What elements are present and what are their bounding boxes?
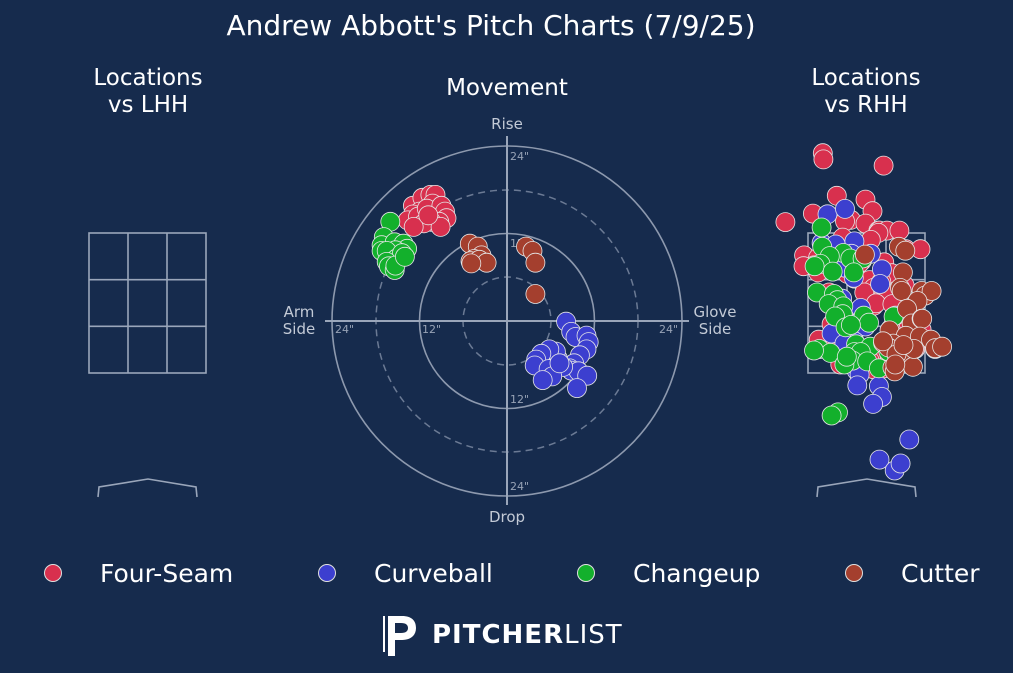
movement-point-four-seam-16 <box>403 216 424 237</box>
legend-swatch-four-seam <box>44 564 62 582</box>
movement-point-cutter-10 <box>525 252 546 273</box>
rhh-point-changeup-19 <box>859 312 879 333</box>
lhh-home-plate <box>97 478 198 498</box>
chart-title: Andrew Abbott's Pitch Charts (7/9/25) <box>226 9 756 42</box>
rhh-point-changeup-21 <box>841 315 861 335</box>
panel-title-lhh-line2: vs LHH <box>107 92 189 118</box>
movement-label-glove-side: Side <box>699 320 731 338</box>
rhh-point-cutter-27 <box>873 331 893 352</box>
panel-title-rhh: Locations vs RHH <box>766 65 966 119</box>
ring-label-left-12: 12" <box>422 323 441 336</box>
rhh-location-points <box>775 143 952 481</box>
movement-label-drop: Drop <box>489 508 525 526</box>
movement-polar-grid <box>325 136 689 505</box>
rhh-point-cutter-32 <box>893 335 914 356</box>
legend-swatch-curveball <box>318 564 336 582</box>
rhh-point-curveball-28 <box>863 393 883 414</box>
panel-title-movement: Movement <box>446 75 568 101</box>
legend-item-four-seam: Four-Seam <box>44 555 233 591</box>
movement-point-four-seam-17 <box>430 216 451 237</box>
panel-title-lhh-line1: Locations <box>93 65 203 91</box>
brand-wordmark: PITCHERLIST <box>432 620 623 650</box>
legend-label-changeup: Changeup <box>633 558 761 588</box>
legend-item-cutter: Cutter <box>845 555 980 591</box>
movement-point-cutter-7 <box>461 253 482 274</box>
rhh-point-curveball-29 <box>899 429 920 450</box>
rhh-point-changeup-7 <box>804 256 825 277</box>
ring-label-right-24: 24" <box>659 323 678 336</box>
rhh-point-curveball-1 <box>835 198 855 219</box>
movement-point-cutter-11 <box>525 284 546 304</box>
panel-title-rhh-line1: Locations <box>811 65 921 91</box>
panel-title-rhh-line2: vs RHH <box>824 92 908 118</box>
ring-label-left-24: 24" <box>335 323 354 336</box>
rhh-point-four-seam-1 <box>813 149 834 170</box>
movement-label-arm-side: Side <box>283 320 315 338</box>
rhh-point-changeup-8 <box>822 261 843 282</box>
rhh-point-changeup-0 <box>811 217 832 238</box>
rhh-home-plate <box>816 478 917 498</box>
legend-swatch-cutter <box>845 564 863 582</box>
rhh-point-changeup-9 <box>843 262 864 283</box>
rhh-point-cutter-13 <box>912 308 933 329</box>
movement-point-four-seam-18 <box>418 205 439 226</box>
rhh-point-cutter-0 <box>855 244 875 265</box>
movement-label-glove: Glove <box>693 303 736 321</box>
rhh-point-cutter-31 <box>932 336 952 357</box>
pitcherlist-logo-icon <box>383 616 416 656</box>
rhh-point-cutter-30 <box>885 354 906 375</box>
movement-point-changeup-15 <box>394 246 415 267</box>
rhh-point-four-seam-2 <box>873 155 894 176</box>
rhh-point-changeup-29 <box>804 340 824 361</box>
rhh-point-cutter-3 <box>895 240 916 261</box>
legend-label-cutter: Cutter <box>901 558 980 588</box>
legend-label-curveball: Curveball <box>374 558 493 588</box>
lhh-strike-zone <box>88 232 207 374</box>
legend-label-four-seam: Four-Seam <box>100 558 234 588</box>
rhh-point-curveball-25 <box>847 375 868 396</box>
movement-point-curveball-24 <box>549 353 570 374</box>
legend-swatch-changeup <box>577 564 595 582</box>
movement-point-curveball-23 <box>532 370 553 391</box>
rhh-point-curveball-30 <box>869 449 890 470</box>
ring-label-bottom-12: 12" <box>510 393 529 406</box>
ring-label-top-24: 24" <box>510 150 529 163</box>
rhh-point-curveball-10 <box>870 274 890 294</box>
movement-label-rise: Rise <box>491 115 523 133</box>
ring-label-bottom-24: 24" <box>510 480 529 493</box>
rhh-point-cutter-22 <box>903 356 923 377</box>
movement-label-arm: Arm <box>284 303 315 321</box>
rhh-point-changeup-36 <box>821 405 842 426</box>
legend: Four-Seam Curveball Changeup Cutter <box>0 555 1013 591</box>
brand-logo: PITCHERLIST <box>380 612 623 658</box>
legend-item-curveball: Curveball <box>318 555 493 591</box>
rhh-point-cutter-8 <box>921 281 942 301</box>
rhh-point-curveball-32 <box>890 453 911 474</box>
charts-canvas: Rise Drop Arm Side Glove Side 24" 12" 12… <box>88 115 952 526</box>
rhh-point-four-seam-10 <box>775 212 796 233</box>
rhh-point-changeup-35 <box>836 346 857 367</box>
brand-name-light: LIST <box>564 620 623 650</box>
brand-name-bold: PITCHER <box>432 620 565 650</box>
panel-title-lhh: Locations vs LHH <box>48 65 248 119</box>
legend-item-changeup: Changeup <box>577 555 760 591</box>
movement-point-curveball-12 <box>567 378 587 399</box>
movement-points <box>371 184 599 399</box>
